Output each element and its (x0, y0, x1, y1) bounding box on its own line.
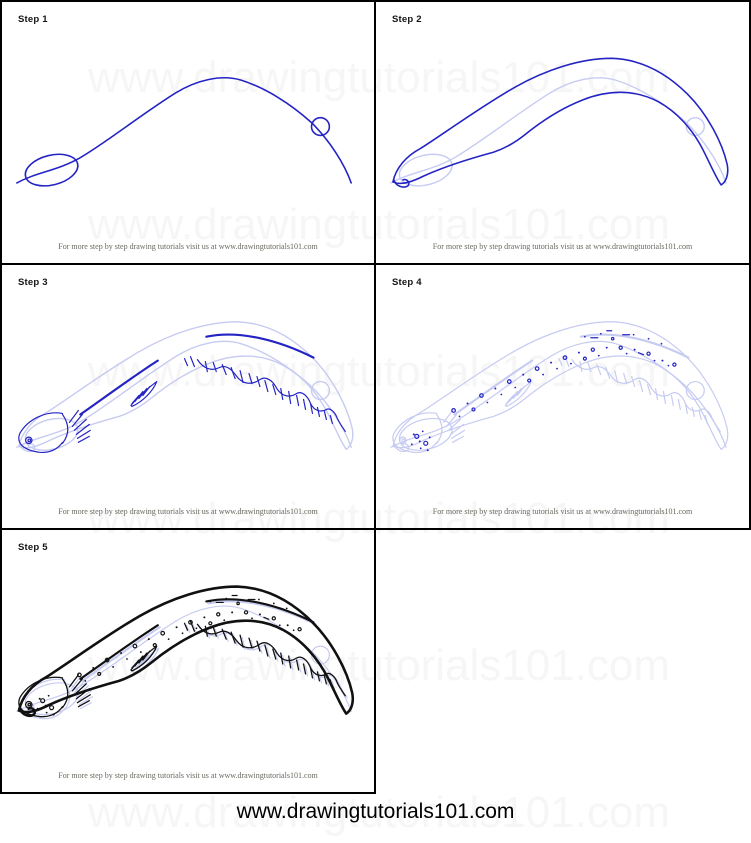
step-3-drawing (16, 321, 354, 457)
body-outline-layer (18, 321, 354, 453)
panel-footer-text: For more step by step drawing tutorials … (432, 507, 693, 516)
guide-lines-layer (16, 77, 352, 192)
panel-footer-text: For more step by step drawing tutorials … (58, 507, 318, 516)
site-caption: www.drawingtutorials101.com (236, 800, 515, 823)
step-5-drawing (16, 585, 355, 721)
body-outline-layer (17, 585, 355, 718)
step-label: Step 2 (392, 14, 422, 25)
step-2-drawing (390, 57, 729, 192)
body-outline-layer (392, 57, 729, 188)
panel-step-1: Step 1 For more step by step drawing tut… (0, 0, 376, 265)
panel-step-3: Step 3 For more step by step drawing tut… (0, 265, 376, 530)
step-4-drawing (390, 321, 729, 456)
spot-pattern-layer (410, 330, 677, 452)
panel-footer-text: For more step by step drawing tutorials … (432, 242, 693, 251)
panel-step-4: Step 4 For more step by step drawing tut… (376, 265, 751, 530)
panel-step-2: Step 2 For more step by step drawing tut… (376, 0, 751, 265)
step-label: Step 4 (392, 277, 422, 288)
panel-footer-text: For more step by step drawing tutorials … (58, 771, 318, 780)
body-outline-layer (392, 321, 729, 453)
panel-step-5: Step 5 For more step by step drawing tut… (0, 530, 376, 794)
step-label: Step 3 (18, 277, 48, 288)
step-1-drawing (16, 77, 352, 192)
step-label: Step 1 (18, 14, 48, 25)
step-label: Step 5 (18, 542, 48, 553)
panel-footer-text: For more step by step drawing tutorials … (58, 242, 318, 251)
